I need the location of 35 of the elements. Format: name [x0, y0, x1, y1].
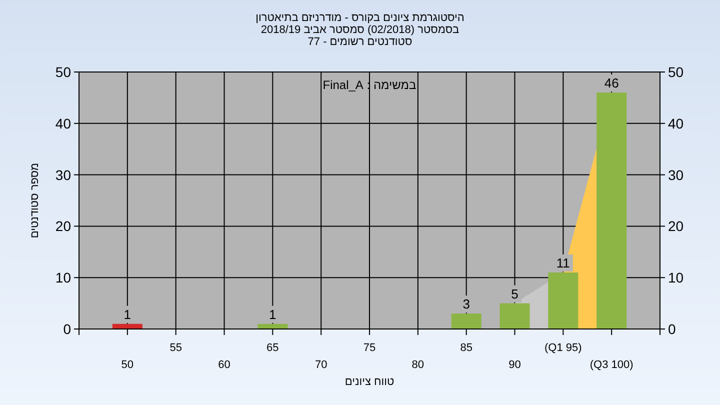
x-tick-label: (Q3 100): [590, 359, 634, 371]
x-tick-label: 70: [314, 359, 328, 371]
x-tick-label: (Q1 95): [544, 342, 582, 354]
data-label: 5: [511, 286, 518, 302]
y-tick-label: 50: [55, 64, 72, 80]
y-tick-label: 20: [55, 218, 72, 234]
y2-tick-label: 30: [668, 166, 684, 183]
data-label: 1: [124, 306, 132, 322]
x-tick-label: 60: [218, 359, 230, 371]
y2-tick-label: 50: [668, 64, 684, 80]
x-tick-label: 85: [460, 342, 472, 354]
chart-subtitle: בסמסטר (02/2018) סמסטר אביב 2018/19 סטודנטים רשומים - 77: [260, 24, 460, 48]
x-tick-label: 80: [412, 359, 424, 371]
x-tick-label: 75: [363, 342, 376, 354]
annotation: במשימה : Final_A: [322, 78, 416, 92]
x-tick-label: 90: [508, 359, 521, 371]
y-tick-label: 0: [63, 321, 72, 337]
y2-tick-label: 0: [668, 321, 676, 337]
chart-title: היסטוגרמת ציונים בקורס - מודרניזם בתיאטרון: [256, 12, 464, 24]
bar: [451, 314, 482, 329]
y-tick-label: 10: [55, 270, 72, 286]
x-tick-label: 50: [121, 359, 134, 371]
data-label: 1: [269, 306, 276, 322]
y2-tick-label: 10: [668, 270, 684, 286]
data-label: 11: [556, 255, 570, 270]
x-axis-title: טווח ציונים: [344, 376, 394, 388]
y2-tick-label: 20: [668, 218, 684, 234]
x-tick-label: 65: [266, 342, 279, 354]
data-label: 46: [604, 76, 619, 91]
data-label: 3: [462, 296, 470, 312]
x-tick-label: 55: [170, 342, 182, 354]
y-tick-label: 30: [55, 166, 72, 183]
y2-tick-label: 40: [668, 115, 684, 132]
y-axis-title: מספר סטודנטים: [29, 162, 41, 238]
y-tick-label: 40: [55, 115, 72, 132]
